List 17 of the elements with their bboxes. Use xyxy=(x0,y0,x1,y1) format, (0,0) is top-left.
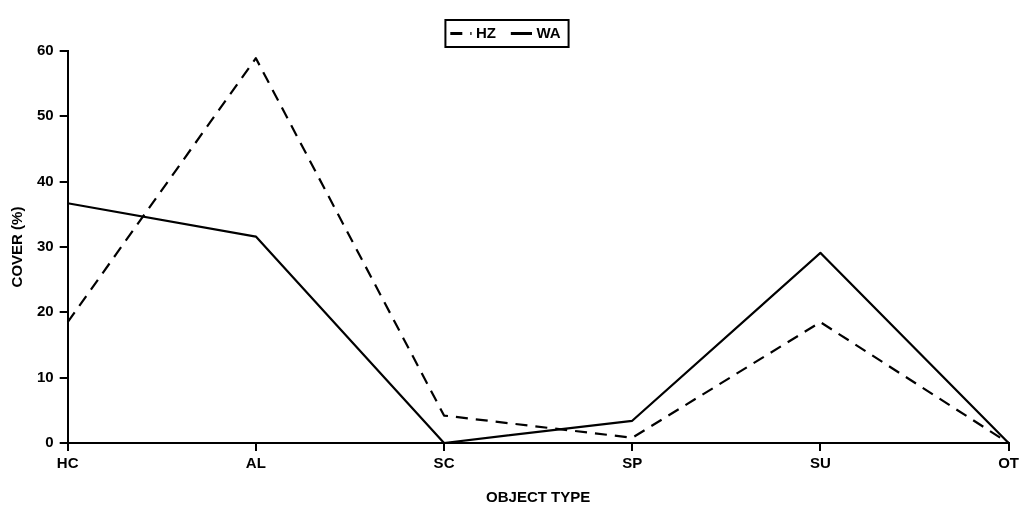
legend-label: HZ xyxy=(475,23,496,41)
x-tick-label: AL xyxy=(245,454,266,472)
y-tick-label: 20 xyxy=(37,302,54,320)
y-axis-title: COVER (%) xyxy=(8,206,26,288)
x-tick-label: SP xyxy=(622,454,643,472)
x-tick-label: SC xyxy=(433,454,455,472)
y-tick-label: 40 xyxy=(37,171,54,189)
x-tick-label: HC xyxy=(56,454,79,472)
x-axis-title: OBJECT TYPE xyxy=(486,488,591,506)
y-tick-label: 50 xyxy=(37,106,54,124)
y-tick-label: 0 xyxy=(45,433,54,451)
y-tick-label: 10 xyxy=(37,367,54,385)
y-tick-label: 60 xyxy=(37,41,54,59)
y-tick-label: 30 xyxy=(37,237,54,255)
x-tick-label: SU xyxy=(809,454,831,472)
legend-label: WA xyxy=(536,23,561,41)
x-tick-label: OT xyxy=(998,454,1020,472)
